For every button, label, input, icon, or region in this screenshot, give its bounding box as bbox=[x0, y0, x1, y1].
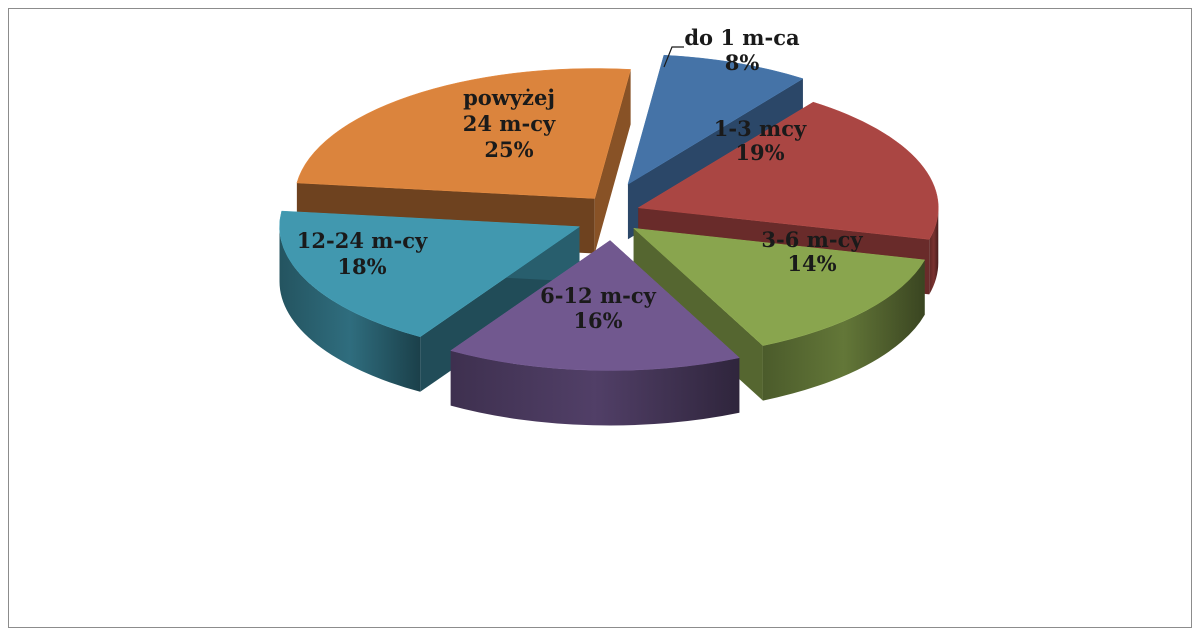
slice-outer-wall bbox=[762, 259, 925, 401]
data-label-powy-ej-24-m-cy: powyżej 24 m-cy 25% bbox=[463, 85, 556, 162]
slice-top-face bbox=[637, 101, 939, 240]
slice-top-face bbox=[627, 54, 804, 185]
slice-outer-wall bbox=[279, 226, 421, 392]
leader-line bbox=[663, 46, 684, 68]
data-label-12-24-m-cy: 12-24 m-cy 18% bbox=[297, 228, 428, 279]
slice-top-face bbox=[296, 68, 631, 199]
slice-side-wall bbox=[594, 69, 631, 254]
data-label-do-1-m-ca: do 1 m-ca 8% bbox=[684, 25, 800, 75]
slice-top-face bbox=[450, 240, 740, 371]
pie-slice-6-12-m-cy bbox=[450, 240, 740, 426]
slice-outer-wall bbox=[929, 207, 939, 295]
slice-outer-wall bbox=[450, 350, 740, 426]
slice-top-face bbox=[279, 210, 581, 338]
slice-top-face bbox=[632, 227, 926, 346]
pie-chart: do 1 m-ca 8% 1-3 mcy 19% 3-6 m-cy 14% 6-12 m-c… bbox=[279, 25, 939, 426]
data-label-6-12-m-cy: 6-12 m-cy 16% bbox=[540, 283, 657, 333]
data-label-1-3-mcy: 1-3 mcy 19% bbox=[714, 116, 807, 165]
data-label-3-6-m-cy: 3-6 m-cy 14% bbox=[761, 227, 863, 276]
